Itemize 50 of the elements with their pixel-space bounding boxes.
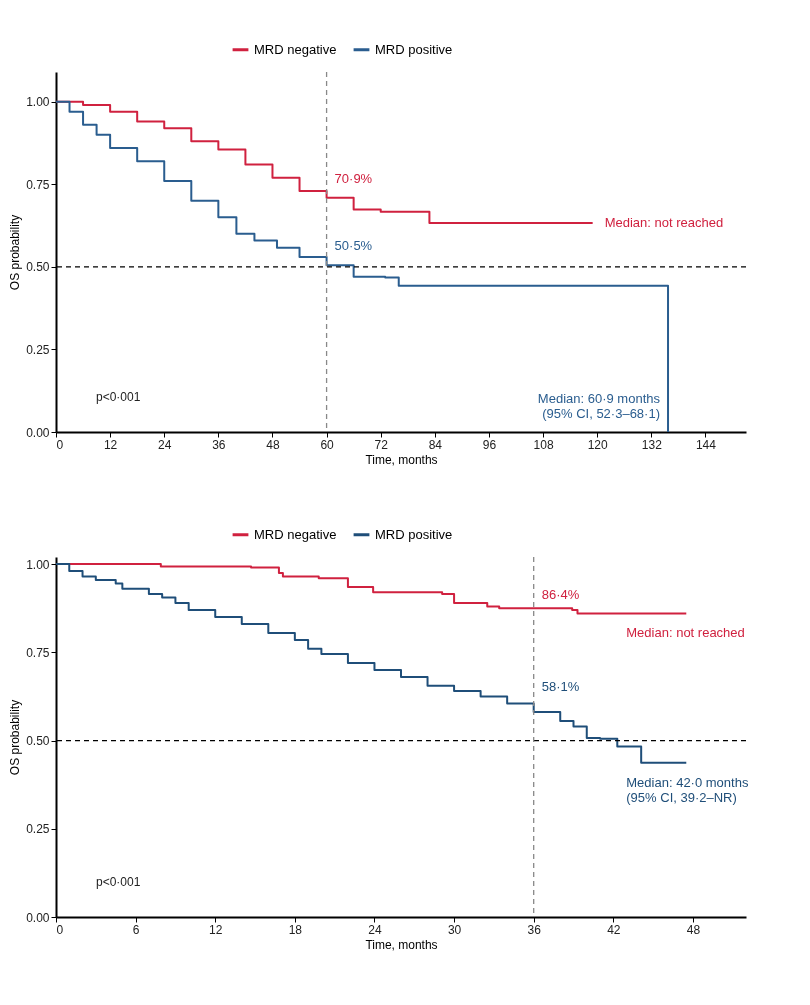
y-tick-label: 0.25 [26, 822, 50, 837]
x-tick-label: 108 [533, 437, 554, 452]
x-tick-label: 24 [158, 437, 172, 452]
x-tick-label: 6 [132, 922, 140, 937]
x-tick-label: 36 [212, 437, 226, 452]
annotation: 70·9% [334, 170, 373, 186]
x-tick-label: 12 [103, 437, 118, 452]
annotation: 58·1% [541, 678, 580, 694]
legend-label: MRD positive [375, 526, 453, 542]
legend-label: MRD negative [254, 526, 337, 542]
x-tick-label: 60 [320, 437, 335, 452]
x-tick-label: 132 [641, 437, 663, 452]
y-tick-label: 1.00 [26, 95, 50, 110]
annotation: Median: 60·9 months (95% CI, 52·3–68·1) [537, 391, 661, 421]
y-tick-label: 0.00 [26, 910, 50, 925]
annotation: Median: 42·0 months (95% CI, 39·2–NR) [626, 774, 749, 805]
x-tick-label: 18 [288, 922, 303, 937]
x-tick-label: 0 [56, 922, 64, 937]
x-tick-label: 42 [607, 922, 621, 937]
y-axis-title: OS probability [8, 214, 23, 291]
annotation: 50·5% [334, 238, 373, 254]
y-axis-title: OS probability [8, 699, 23, 776]
x-tick-label: 30 [447, 922, 462, 937]
x-tick-label: 96 [482, 437, 497, 452]
x-tick-label: 48 [266, 437, 280, 452]
x-tick-label: 0 [56, 437, 64, 452]
x-tick-label: 84 [428, 437, 443, 452]
x-axis-title: Time, months [365, 452, 438, 467]
y-tick-label: 0.00 [26, 425, 50, 440]
x-tick-label: 72 [374, 437, 389, 452]
y-tick-label: 0.75 [26, 177, 50, 192]
x-tick-label: 144 [695, 437, 717, 452]
x-tick-label: 36 [527, 922, 542, 937]
x-tick-label: 48 [686, 922, 701, 937]
annotation: Median: not reached [604, 214, 724, 230]
annotation: p<0·001 [96, 875, 141, 889]
y-tick-label: 0.75 [26, 645, 50, 660]
x-tick-label: 12 [209, 922, 223, 937]
x-tick-label: 24 [368, 922, 382, 937]
annotation: 86·4% [541, 587, 580, 603]
x-tick-label: 120 [587, 437, 609, 452]
y-tick-label: 0.50 [26, 734, 50, 749]
y-tick-label: 0.25 [26, 342, 50, 357]
y-tick-label: 0.50 [26, 260, 50, 275]
annotation: Median: not reached [626, 625, 745, 641]
x-axis-title: Time, months [365, 937, 438, 952]
legend-label: MRD negative [254, 41, 337, 57]
annotation: p<0·001 [96, 390, 141, 404]
y-tick-label: 1.00 [26, 557, 50, 572]
legend-label: MRD positive [375, 41, 453, 57]
